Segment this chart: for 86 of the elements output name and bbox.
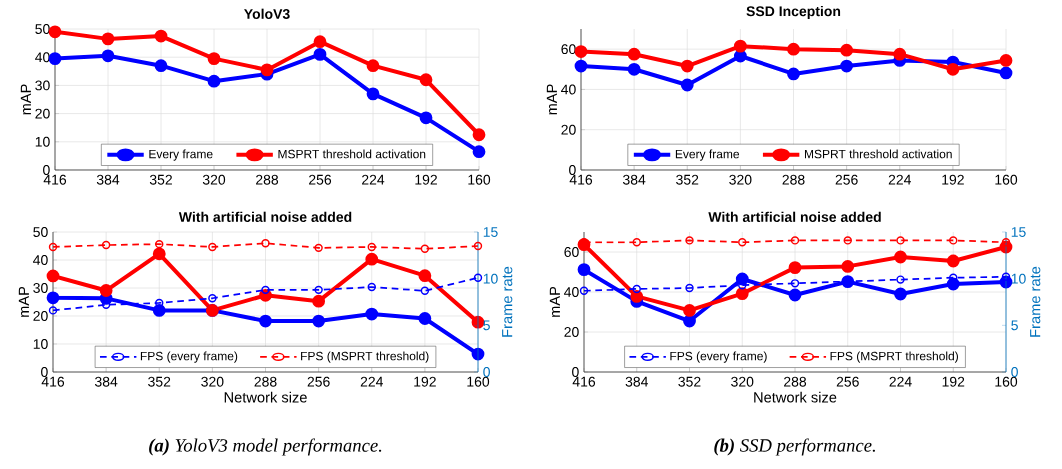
x-tick-label: 160 — [995, 174, 1018, 185]
x-tick-label: 384 — [622, 174, 646, 185]
y-tick-label: 40 — [561, 84, 576, 95]
x-tick-label: 352 — [678, 376, 701, 387]
x-tick-label: 192 — [414, 376, 436, 387]
legend-label: FPS (every frame) — [670, 351, 767, 363]
x-tick-label: 160 — [995, 376, 1018, 387]
y-axis-title: mAP — [549, 286, 560, 317]
x-tick-label: 352 — [676, 174, 699, 185]
x-tick-label: 384 — [96, 174, 120, 185]
x-tick-label: 160 — [468, 174, 491, 185]
y2-tick-label: 0 — [483, 367, 490, 377]
y2-axis-title: Frame rate — [502, 266, 513, 337]
x-tick-label: 224 — [888, 174, 911, 185]
legend-label: FPS (MSPRT threshold) — [301, 351, 429, 363]
x-tick-label: 288 — [782, 174, 805, 185]
y-tick-label: 0 — [43, 165, 50, 175]
y2-tick-label: 15 — [483, 227, 498, 237]
x-tick-label: 288 — [254, 376, 277, 387]
chart-title: With artificial noise added — [178, 211, 352, 222]
y2-tick-label: 0 — [1011, 367, 1018, 377]
x-tick-label: 224 — [362, 174, 385, 185]
y-tick-label: 30 — [35, 80, 50, 91]
y-tick-label: 30 — [33, 283, 48, 293]
y-tick-label: 10 — [33, 339, 48, 349]
x-tick-label: 320 — [731, 376, 754, 387]
x-tick-label: 416 — [43, 174, 67, 185]
y-tick-label: 50 — [33, 227, 48, 237]
legend-label: Every frame — [149, 149, 213, 161]
y-tick-label: 50 — [35, 24, 50, 34]
x-tick-label: 320 — [201, 376, 224, 387]
x-tick-label: 416 — [569, 174, 593, 185]
y-tick-label: 60 — [564, 247, 579, 257]
chart-title: YoloV3 — [244, 8, 290, 19]
x-tick-label: 256 — [836, 376, 859, 387]
y-axis-title: mAP — [546, 84, 557, 115]
y-tick-label: 20 — [564, 327, 579, 337]
x-tick-label: 320 — [202, 174, 226, 185]
legend-label: MSPRT threshold activation — [278, 149, 426, 159]
y-tick-label: 60 — [561, 44, 576, 55]
legend-label: Every frame — [675, 149, 740, 161]
y-tick-label: 20 — [33, 311, 48, 321]
y2-tick-label: 5 — [1011, 320, 1018, 331]
legend-label: FPS (every frame) — [140, 351, 238, 363]
y-tick-label: 40 — [33, 255, 48, 265]
x-tick-label: 288 — [784, 376, 807, 387]
x-tick-label: 256 — [309, 174, 332, 185]
y-tick-label: 20 — [561, 124, 576, 135]
chart-title: SSD Inception — [746, 5, 841, 19]
x-tick-label: 416 — [572, 376, 596, 387]
y-tick-label: 40 — [35, 52, 50, 63]
legend-label: MSPRT threshold activation — [804, 149, 952, 159]
x-tick-label: 384 — [94, 376, 118, 387]
x-tick-label: 192 — [942, 376, 965, 387]
y-tick-label: 10 — [35, 136, 50, 147]
y-tick-label: 40 — [564, 287, 579, 297]
y2-tick-label: 10 — [483, 273, 498, 284]
y-axis-title: mAP — [18, 286, 29, 317]
x-tick-label: 416 — [41, 376, 65, 387]
y-tick-label: 0 — [569, 165, 576, 175]
y-tick-label: 0 — [572, 367, 579, 377]
x-tick-label: 288 — [256, 174, 279, 185]
x-tick-label: 224 — [360, 376, 383, 387]
y2-tick-label: 5 — [483, 320, 490, 331]
x-axis-title: Network size — [224, 391, 307, 403]
chart-title: With artificial noise added — [708, 211, 881, 222]
text: (b) SSD performance. — [714, 438, 875, 456]
x-tick-label: 192 — [942, 174, 964, 185]
x-tick-label: 352 — [149, 174, 172, 185]
y2-tick-label: 15 — [1011, 227, 1026, 237]
y2-axis-title: Frame rate — [1030, 266, 1041, 337]
x-tick-label: 256 — [307, 376, 330, 387]
x-tick-label: 320 — [729, 174, 752, 185]
y-tick-label: 0 — [41, 367, 48, 377]
text: (a) YoloV3 model performance. — [149, 438, 382, 456]
x-tick-label: 224 — [889, 376, 912, 387]
x-tick-label: 160 — [467, 376, 490, 387]
y-tick-label: 20 — [35, 108, 50, 119]
x-tick-label: 352 — [148, 376, 171, 387]
y-axis-title: mAP — [20, 84, 31, 115]
x-tick-label: 192 — [415, 174, 437, 185]
legend-label: FPS (MSPRT threshold) — [830, 351, 958, 363]
x-tick-label: 384 — [625, 376, 648, 387]
x-tick-label: 256 — [835, 174, 858, 185]
x-axis-title: Network size — [754, 391, 837, 403]
y2-tick-label: 10 — [1011, 273, 1026, 284]
